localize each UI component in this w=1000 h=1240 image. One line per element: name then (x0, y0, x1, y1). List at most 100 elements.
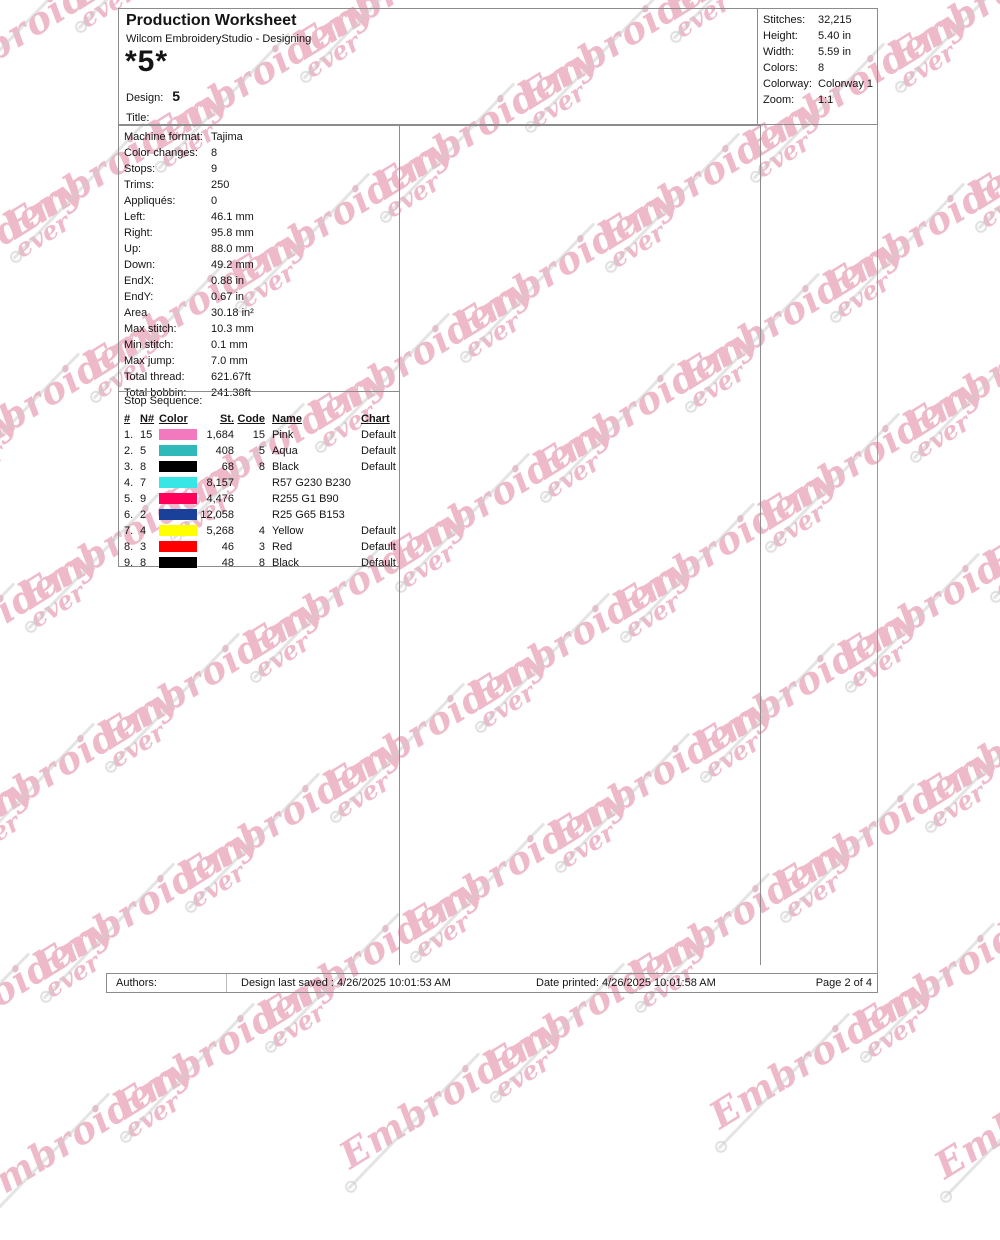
kv-value: 49.2 mm (211, 259, 254, 271)
watermark-text-line2: ever (0, 425, 31, 580)
design-label: Design: (126, 92, 163, 104)
cell-num: 7. (124, 523, 133, 539)
last-saved-text: Design last saved : 4/26/2025 10:01:53 A… (241, 974, 451, 992)
watermark-text-line1: Embroidery (0, 1050, 197, 1215)
kv-value: 0.67 in (211, 291, 244, 303)
column-header: St. (187, 411, 234, 427)
page-right-border (877, 8, 878, 993)
watermark-text-line2: ever (0, 195, 96, 350)
kv-value: 32,215 (818, 14, 852, 26)
cell-chart: Default (361, 427, 396, 443)
watermark-text-line2: ever (0, 55, 16, 210)
cell-code: 15 (235, 427, 265, 443)
kv-value: 0.1 mm (211, 339, 248, 351)
kv-value: 1:1 (818, 94, 833, 106)
watermark-text-line1: Embroidery (929, 1020, 1000, 1185)
cell-n: 8 (140, 459, 146, 475)
column-header: Name (272, 411, 302, 427)
kv-value: 46.1 mm (211, 211, 254, 223)
cell-chart: Default (361, 555, 396, 571)
kv-row: Machine format:Tajima (124, 129, 397, 145)
kv-label: Trims: (124, 177, 211, 193)
watermark-text-line1: Embroidery (754, 370, 987, 535)
page-title: Production Worksheet (126, 12, 296, 30)
cell-chart: Default (361, 523, 396, 539)
watermark-text-line1: Embroidery (0, 770, 37, 935)
kv-value: 0.88 in (211, 275, 244, 287)
kv-value: 8 (818, 62, 824, 74)
watermark-text-line1: Embroidery (94, 590, 327, 755)
cell-chart: Default (361, 539, 396, 555)
kv-row: Right:95.8 mm (124, 225, 397, 241)
cell-name: Pink (272, 427, 293, 443)
kv-label: Left: (124, 209, 211, 225)
design-code: *5* (125, 45, 168, 79)
kv-row: Colorway:Colorway 1 (763, 76, 875, 92)
watermark-text-line1: Embroidery (0, 680, 182, 845)
cell-name: Red (272, 539, 292, 555)
cell-st: 48 (187, 555, 234, 571)
watermark-text-line1: Embroidery (174, 730, 407, 895)
watermark-text-line2: ever (0, 705, 191, 860)
kv-label: Right: (124, 225, 211, 241)
cell-num: 9. (124, 555, 133, 571)
kv-row: Zoom:1:1 (763, 92, 875, 108)
column-header: N# (140, 411, 154, 427)
watermark-text-line1: Embroidery (994, 790, 1000, 955)
kv-row: Stitches:32,215 (763, 12, 875, 28)
cell-num: 4. (124, 475, 133, 491)
watermark-text-line2: ever (125, 985, 352, 1140)
watermark-text-line2: ever (900, 0, 1000, 90)
kv-label: Up: (124, 241, 211, 257)
watermark-text-line1: Embroidery (884, 0, 1000, 75)
watermark-text-line1: Embroidery (769, 740, 1000, 905)
header-panel: Production Worksheet Wilcom EmbroiderySt… (118, 8, 758, 125)
cell-st: 5,268 (187, 523, 234, 539)
kv-label: Color changes: (124, 145, 211, 161)
kv-label: Down: (124, 257, 211, 273)
cell-n: 15 (140, 427, 152, 443)
kv-label: Width: (763, 44, 818, 60)
kv-value: Colorway 1 (818, 78, 873, 90)
watermark-text-line2: ever (770, 395, 997, 550)
cell-num: 1. (124, 427, 133, 443)
needle-icon (718, 1012, 851, 1149)
cell-code: 4 (235, 523, 265, 539)
kv-value: 250 (211, 179, 229, 191)
needle-icon (0, 352, 80, 489)
cell-chart: Default (361, 443, 396, 459)
watermark-text-line2: ever (0, 565, 111, 720)
design-row: Design:5 (126, 88, 180, 104)
watermark-text-line1: Embroidery (0, 170, 87, 335)
cell-name: Aqua (272, 443, 298, 459)
kv-row: Width:5.59 in (763, 44, 875, 60)
cell-code: 5 (235, 443, 265, 459)
column-header: # (124, 411, 130, 427)
kv-label: Height: (763, 28, 818, 44)
footer-bar: Authors: Design last saved : 4/26/2025 1… (106, 973, 878, 993)
needle-icon (913, 322, 1000, 459)
kv-row: Stops:9 (124, 161, 397, 177)
watermark-text-line1: Embroidery (979, 420, 1000, 585)
cell-n: 2 (140, 507, 146, 523)
needle-icon (943, 1062, 1000, 1199)
kv-value: Tajima (211, 131, 243, 143)
cell-n: 4 (140, 523, 146, 539)
